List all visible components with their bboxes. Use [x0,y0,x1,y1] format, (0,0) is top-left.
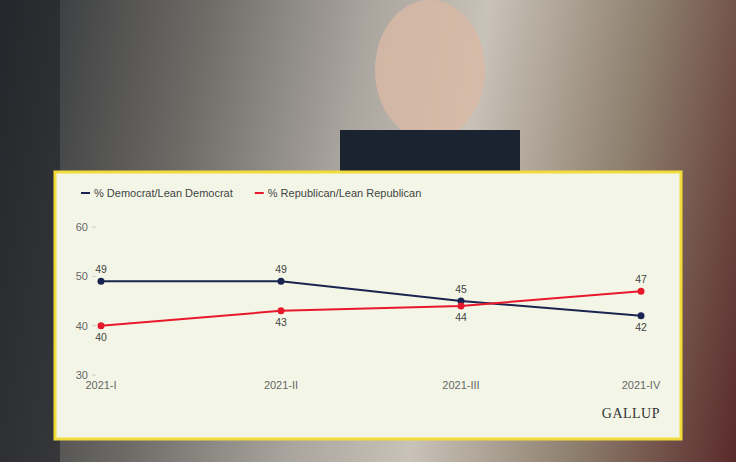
legend-label: % Republican/Lean Republican [268,187,422,199]
legend-label: % Democrat/Lean Democrat [94,187,233,199]
legend-swatch [255,192,264,194]
point [98,322,105,329]
point [278,307,285,314]
data-label: 45 [455,283,467,295]
y-tick [92,276,96,277]
point [638,288,645,295]
y-tick [92,375,96,376]
data-label: 49 [95,263,107,275]
y-tick-label: 40 [76,320,88,332]
point [458,302,465,309]
plot-area [98,278,645,329]
y-tick [92,325,96,326]
y-tick-label: 50 [76,270,88,282]
data-label: 42 [635,321,647,333]
data-label: 47 [635,273,647,285]
series-line [101,291,641,326]
y-tick [92,227,96,228]
chart-panel [55,172,681,439]
x-tick-label: 2021-II [264,379,298,391]
x-tick-label: 2021-I [85,379,116,391]
data-label: 43 [275,316,287,328]
data-label: 49 [275,263,287,275]
point [638,312,645,319]
x-tick-label: 2021-IV [622,379,661,391]
backdrop [375,0,485,140]
source-logo: GALLUP [602,406,660,421]
point [98,278,105,285]
page: % Democrat/Lean Democrat % Republican/Lea… [0,0,736,462]
backdrop [0,0,60,462]
x-tick-label: 2021-III [442,379,479,391]
point [278,278,285,285]
legend-swatch [81,192,90,194]
y-tick-label: 60 [76,221,88,233]
data-label: 40 [95,331,107,343]
data-label: 44 [455,311,467,323]
